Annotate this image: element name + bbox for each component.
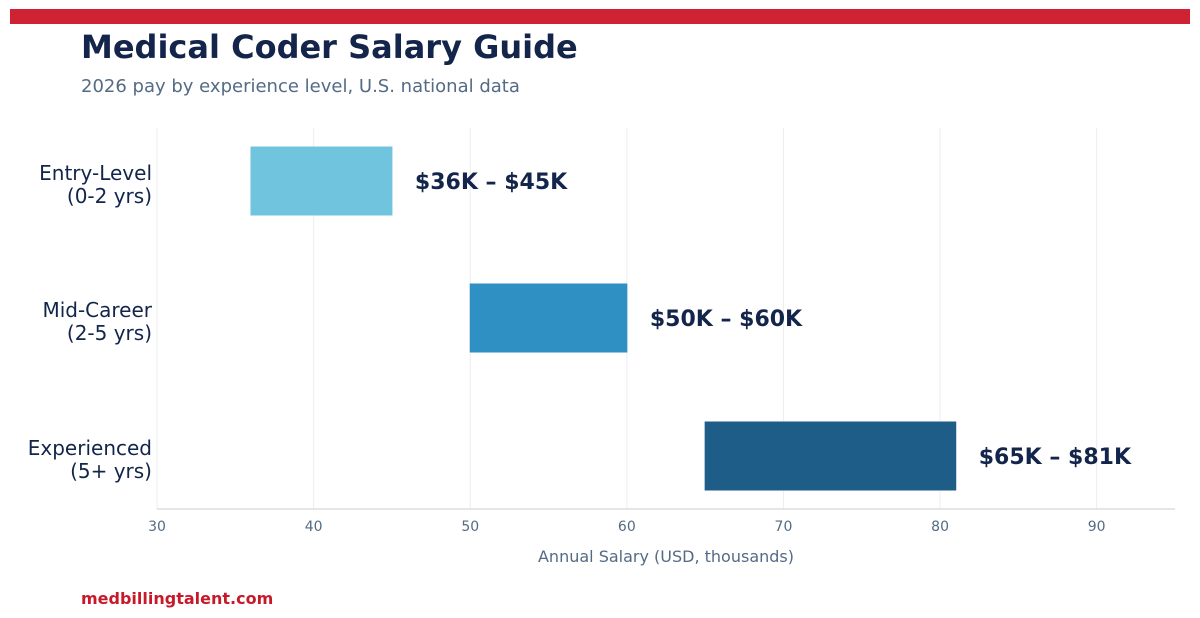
page-subtitle: 2026 pay by experience level, U.S. natio… bbox=[81, 76, 520, 97]
x-tick-label: 50 bbox=[461, 519, 479, 535]
top-accent-bar bbox=[10, 9, 1190, 24]
source-footer: medbillingtalent.com bbox=[81, 589, 274, 608]
range-data-label: $65K – $81K bbox=[979, 445, 1132, 470]
range-data-label: $50K – $60K bbox=[650, 307, 803, 332]
x-tick-label: 90 bbox=[1088, 519, 1106, 535]
category-label: Experienced bbox=[28, 436, 152, 460]
range-bars: $36K – $45K $50K – $60K $65K – $81K bbox=[250, 146, 1132, 491]
category-label: Entry-Level bbox=[39, 161, 152, 185]
x-tick-label: 80 bbox=[931, 519, 949, 535]
range-data-label: $36K – $45K bbox=[415, 170, 568, 195]
x-axis-title: Annual Salary (USD, thousands) bbox=[538, 547, 794, 566]
category-label: Mid-Career bbox=[42, 298, 152, 322]
range-bar bbox=[469, 283, 628, 353]
category-label-sub: (2-5 yrs) bbox=[67, 321, 152, 345]
range-bar bbox=[704, 421, 957, 491]
range-bar bbox=[250, 146, 393, 216]
category-labels: Entry-Level(0-2 yrs) Mid-Career(2-5 yrs) E… bbox=[28, 161, 153, 483]
x-tick-label: 60 bbox=[618, 519, 636, 535]
category-label-sub: (0-2 yrs) bbox=[67, 184, 152, 208]
x-tick-labels: 30 40 50 60 70 80 90 bbox=[148, 519, 1106, 535]
category-label-sub: (5+ yrs) bbox=[70, 459, 152, 483]
x-tick-label: 70 bbox=[775, 519, 793, 535]
x-tick-label: 40 bbox=[305, 519, 323, 535]
page-title: Medical Coder Salary Guide bbox=[81, 28, 578, 66]
x-tick-label: 30 bbox=[148, 519, 166, 535]
